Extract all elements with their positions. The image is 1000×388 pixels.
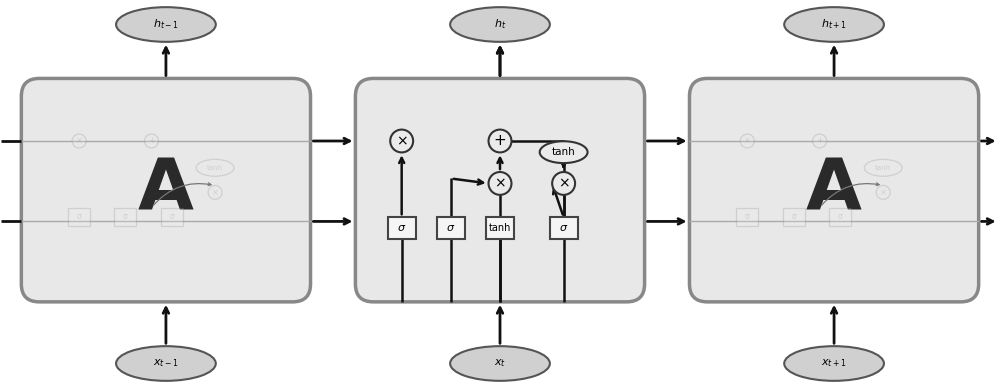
FancyBboxPatch shape (355, 78, 645, 302)
Text: $x_{t-1}$: $x_{t-1}$ (153, 358, 179, 369)
FancyBboxPatch shape (829, 208, 851, 226)
Text: $x_{t+1}$: $x_{t+1}$ (821, 358, 847, 369)
Circle shape (740, 134, 754, 148)
FancyBboxPatch shape (783, 208, 805, 226)
FancyBboxPatch shape (437, 217, 465, 239)
Text: ×: × (744, 137, 751, 146)
Text: $\sigma$: $\sigma$ (397, 223, 406, 233)
Text: tanh: tanh (489, 223, 511, 233)
Circle shape (390, 130, 413, 152)
Circle shape (813, 134, 827, 148)
FancyBboxPatch shape (689, 78, 979, 302)
FancyBboxPatch shape (114, 208, 136, 226)
Circle shape (552, 172, 575, 195)
FancyBboxPatch shape (21, 78, 311, 302)
Text: σ: σ (123, 213, 128, 222)
FancyBboxPatch shape (486, 217, 514, 239)
Ellipse shape (784, 7, 884, 42)
Text: $h_{t+1}$: $h_{t+1}$ (821, 17, 847, 31)
Text: σ: σ (837, 213, 842, 222)
Text: $x_t$: $x_t$ (494, 358, 506, 369)
Text: σ: σ (77, 213, 82, 222)
Text: ×: × (396, 134, 407, 148)
Circle shape (144, 134, 158, 148)
Circle shape (489, 172, 511, 195)
Text: tanh: tanh (875, 165, 891, 171)
Text: ×: × (880, 188, 887, 197)
Ellipse shape (116, 7, 216, 42)
Text: $h_t$: $h_t$ (494, 17, 506, 31)
Text: tanh: tanh (207, 165, 223, 171)
Text: +: + (148, 137, 155, 146)
FancyBboxPatch shape (736, 208, 758, 226)
Text: ×: × (212, 188, 219, 197)
Text: A: A (806, 156, 862, 225)
Circle shape (489, 130, 511, 152)
Text: +: + (494, 133, 506, 149)
Ellipse shape (540, 141, 588, 163)
Text: ×: × (76, 137, 83, 146)
Text: A: A (138, 156, 194, 225)
FancyBboxPatch shape (388, 217, 416, 239)
Ellipse shape (450, 7, 550, 42)
Circle shape (72, 134, 86, 148)
Ellipse shape (450, 346, 550, 381)
FancyBboxPatch shape (550, 217, 578, 239)
FancyBboxPatch shape (161, 208, 183, 226)
Text: $\sigma$: $\sigma$ (559, 223, 568, 233)
Ellipse shape (196, 159, 234, 176)
Text: σ: σ (791, 213, 796, 222)
Text: +: + (816, 137, 823, 146)
Text: $h_{t-1}$: $h_{t-1}$ (153, 17, 179, 31)
Text: σ: σ (745, 213, 750, 222)
Text: σ: σ (169, 213, 174, 222)
Circle shape (876, 185, 890, 199)
Circle shape (208, 185, 222, 199)
Text: tanh: tanh (552, 147, 575, 157)
Text: ×: × (494, 177, 506, 191)
FancyBboxPatch shape (68, 208, 90, 226)
Ellipse shape (864, 159, 902, 176)
Text: ×: × (558, 177, 569, 191)
Ellipse shape (784, 346, 884, 381)
Text: $\sigma$: $\sigma$ (446, 223, 456, 233)
Ellipse shape (116, 346, 216, 381)
